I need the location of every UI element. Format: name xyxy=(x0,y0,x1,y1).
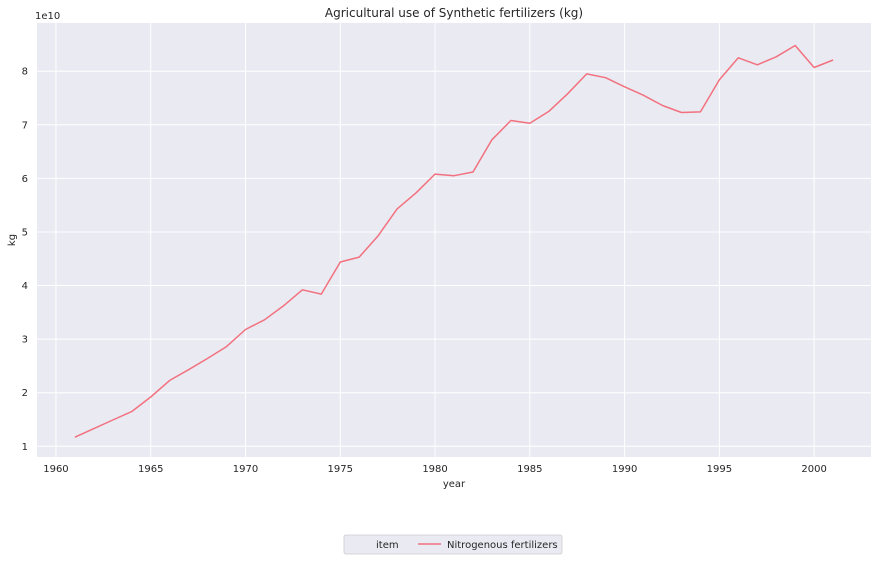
plot-area xyxy=(37,23,871,457)
x-tick-label: 1990 xyxy=(612,464,637,475)
x-tick-label: 1960 xyxy=(43,464,68,475)
legend-title: item xyxy=(376,540,399,551)
y-tick-label: 8 xyxy=(22,67,28,78)
legend-box xyxy=(343,534,563,555)
y-axis-label: kg xyxy=(7,234,18,246)
y-tick-label: 7 xyxy=(22,120,28,131)
x-tick-label: 1980 xyxy=(422,464,447,475)
legend: item Nitrogenous fertilizers xyxy=(343,534,563,555)
y-tick-label: 5 xyxy=(22,227,28,238)
x-tick-label: 1995 xyxy=(707,464,732,475)
y-tick-label: 6 xyxy=(22,174,28,185)
y-tick-label: 1 xyxy=(22,442,28,453)
y-tick-label: 3 xyxy=(22,335,28,346)
x-tick-label: 1985 xyxy=(517,464,542,475)
legend-entry: Nitrogenous fertilizers xyxy=(447,540,558,551)
y-tick-label: 2 xyxy=(22,388,28,399)
x-tick-label: 1970 xyxy=(233,464,258,475)
series-line xyxy=(74,44,834,438)
chart-title: Agricultural use of Synthetic fertilizer… xyxy=(325,6,583,20)
x-tick-label: 2000 xyxy=(801,464,826,475)
x-axis-label: year xyxy=(443,479,466,490)
x-tick-label: 1965 xyxy=(138,464,163,475)
y-offset-label: 1e10 xyxy=(35,11,60,22)
plot-background xyxy=(37,23,871,457)
x-tick-label: 1975 xyxy=(328,464,353,475)
y-tick-label: 4 xyxy=(22,281,28,292)
